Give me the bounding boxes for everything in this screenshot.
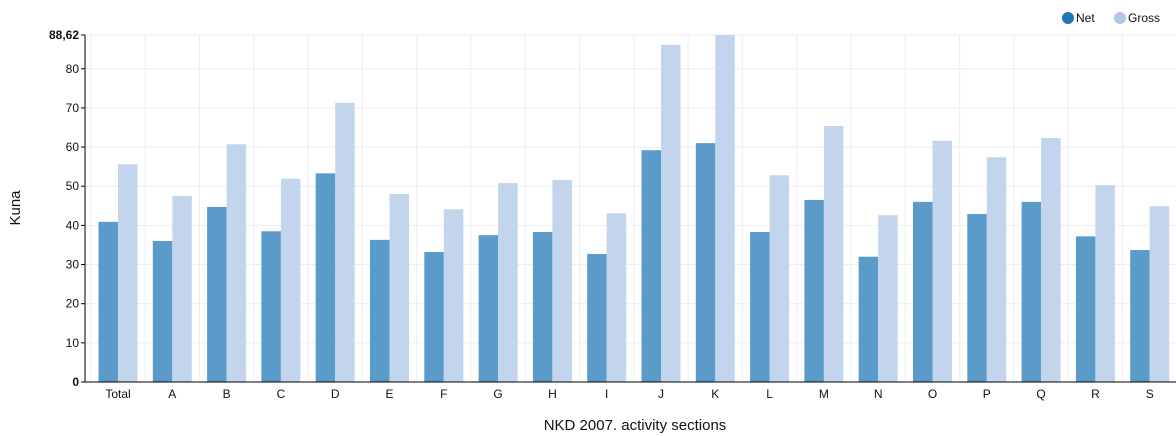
y-tick-label: 60 <box>66 140 80 154</box>
x-tick-label: H <box>548 387 557 401</box>
bar-gross-c[interactable] <box>280 178 301 382</box>
x-tick-label: J <box>658 387 664 401</box>
bar-gross-n[interactable] <box>878 215 898 382</box>
x-tick-label: F <box>440 387 447 401</box>
x-tick-label: D <box>331 387 340 401</box>
bar-net-c[interactable] <box>261 231 281 382</box>
bar-net-n[interactable] <box>858 256 879 382</box>
axes <box>84 35 1176 383</box>
bar-gross-b[interactable] <box>226 144 247 382</box>
bar-net-a[interactable] <box>152 241 173 382</box>
y-tick-label: 20 <box>66 297 80 311</box>
x-tick-label: B <box>223 387 231 401</box>
bar-net-q[interactable] <box>1021 201 1042 382</box>
bar-gross-f[interactable] <box>443 209 464 382</box>
legend-item-net[interactable]: Net <box>1062 11 1095 25</box>
legend-label: Gross <box>1128 11 1160 25</box>
x-tick-label: L <box>766 387 773 401</box>
x-tick-label: O <box>928 387 937 401</box>
bar-net-h[interactable] <box>532 232 553 382</box>
legend[interactable]: Net Gross <box>1062 11 1160 25</box>
bar-net-g[interactable] <box>478 235 499 382</box>
bar-gross-o[interactable] <box>932 140 953 382</box>
bar-gross-h[interactable] <box>552 179 572 382</box>
bar-gross-total[interactable] <box>118 164 138 382</box>
x-tick-label: G <box>493 387 502 401</box>
bar-gross-l[interactable] <box>769 175 790 382</box>
y-tick-labels: 0 10 20 30 40 50 60 70 80 88,62 <box>49 28 85 389</box>
bar-gross-s[interactable] <box>1149 206 1170 382</box>
bar-net-i[interactable] <box>587 253 607 382</box>
bar-net-j[interactable] <box>641 150 662 382</box>
bar-gross-j[interactable] <box>661 44 681 382</box>
bar-net-p[interactable] <box>967 214 987 382</box>
bar-net-b[interactable] <box>207 206 227 382</box>
bar-net-s[interactable] <box>1130 250 1150 382</box>
x-tick-label: M <box>819 387 829 401</box>
bar-net-f[interactable] <box>424 252 444 382</box>
y-tick-label: 70 <box>66 101 80 115</box>
y-axis-title: Kuna <box>7 190 24 226</box>
y-tick-label: 50 <box>66 179 80 193</box>
y-tick-label: 88,62 <box>49 28 79 42</box>
bar-net-l[interactable] <box>750 232 770 382</box>
bar-gross-q[interactable] <box>1041 138 1061 382</box>
x-tick-label: C <box>277 387 286 401</box>
x-tick-label: Total <box>105 387 130 401</box>
bar-net-e[interactable] <box>370 239 390 382</box>
legend-swatch <box>1062 12 1074 24</box>
bar-gross-a[interactable] <box>172 196 192 382</box>
x-tick-label: S <box>1146 387 1154 401</box>
bar-gross-i[interactable] <box>606 213 627 382</box>
bars <box>98 35 1170 382</box>
x-tick-label: I <box>605 387 608 401</box>
legend-label: Net <box>1076 11 1095 25</box>
x-tick-label: Q <box>1036 387 1045 401</box>
x-tick-label: N <box>874 387 883 401</box>
x-tick-label: E <box>385 387 393 401</box>
x-tick-label: K <box>711 387 719 401</box>
bar-gross-p[interactable] <box>986 157 1007 382</box>
x-tick-label: A <box>168 387 176 401</box>
legend-swatch <box>1114 12 1126 24</box>
x-tick-label: P <box>983 387 991 401</box>
y-tick-label: 80 <box>66 62 80 76</box>
x-axis-title: NKD 2007. activity sections <box>544 417 727 434</box>
x-tick-labels: Total A B C D E F G H I J K L M N O P Q R S <box>105 387 1153 401</box>
bar-gross-k[interactable] <box>715 35 735 382</box>
bar-gross-d[interactable] <box>335 102 355 382</box>
y-tick-label: 30 <box>66 258 80 272</box>
y-tick-label: 0 <box>72 375 79 389</box>
bar-gross-m[interactable] <box>823 125 844 382</box>
bar-gross-g[interactable] <box>498 183 518 382</box>
bar-gross-r[interactable] <box>1095 185 1115 382</box>
legend-item-gross[interactable]: Gross <box>1114 11 1160 25</box>
bar-net-d[interactable] <box>315 173 336 382</box>
bar-net-m[interactable] <box>804 199 824 382</box>
gridlines <box>85 34 1176 383</box>
x-tick-label: R <box>1091 387 1100 401</box>
bar-net-o[interactable] <box>913 201 933 382</box>
y-tick-label: 10 <box>66 336 80 350</box>
bar-net-total[interactable] <box>98 221 119 382</box>
bar-net-k[interactable] <box>695 143 716 382</box>
y-tick-label: 40 <box>66 218 80 232</box>
bar-gross-e[interactable] <box>389 194 410 382</box>
bar-net-r[interactable] <box>1075 236 1096 382</box>
